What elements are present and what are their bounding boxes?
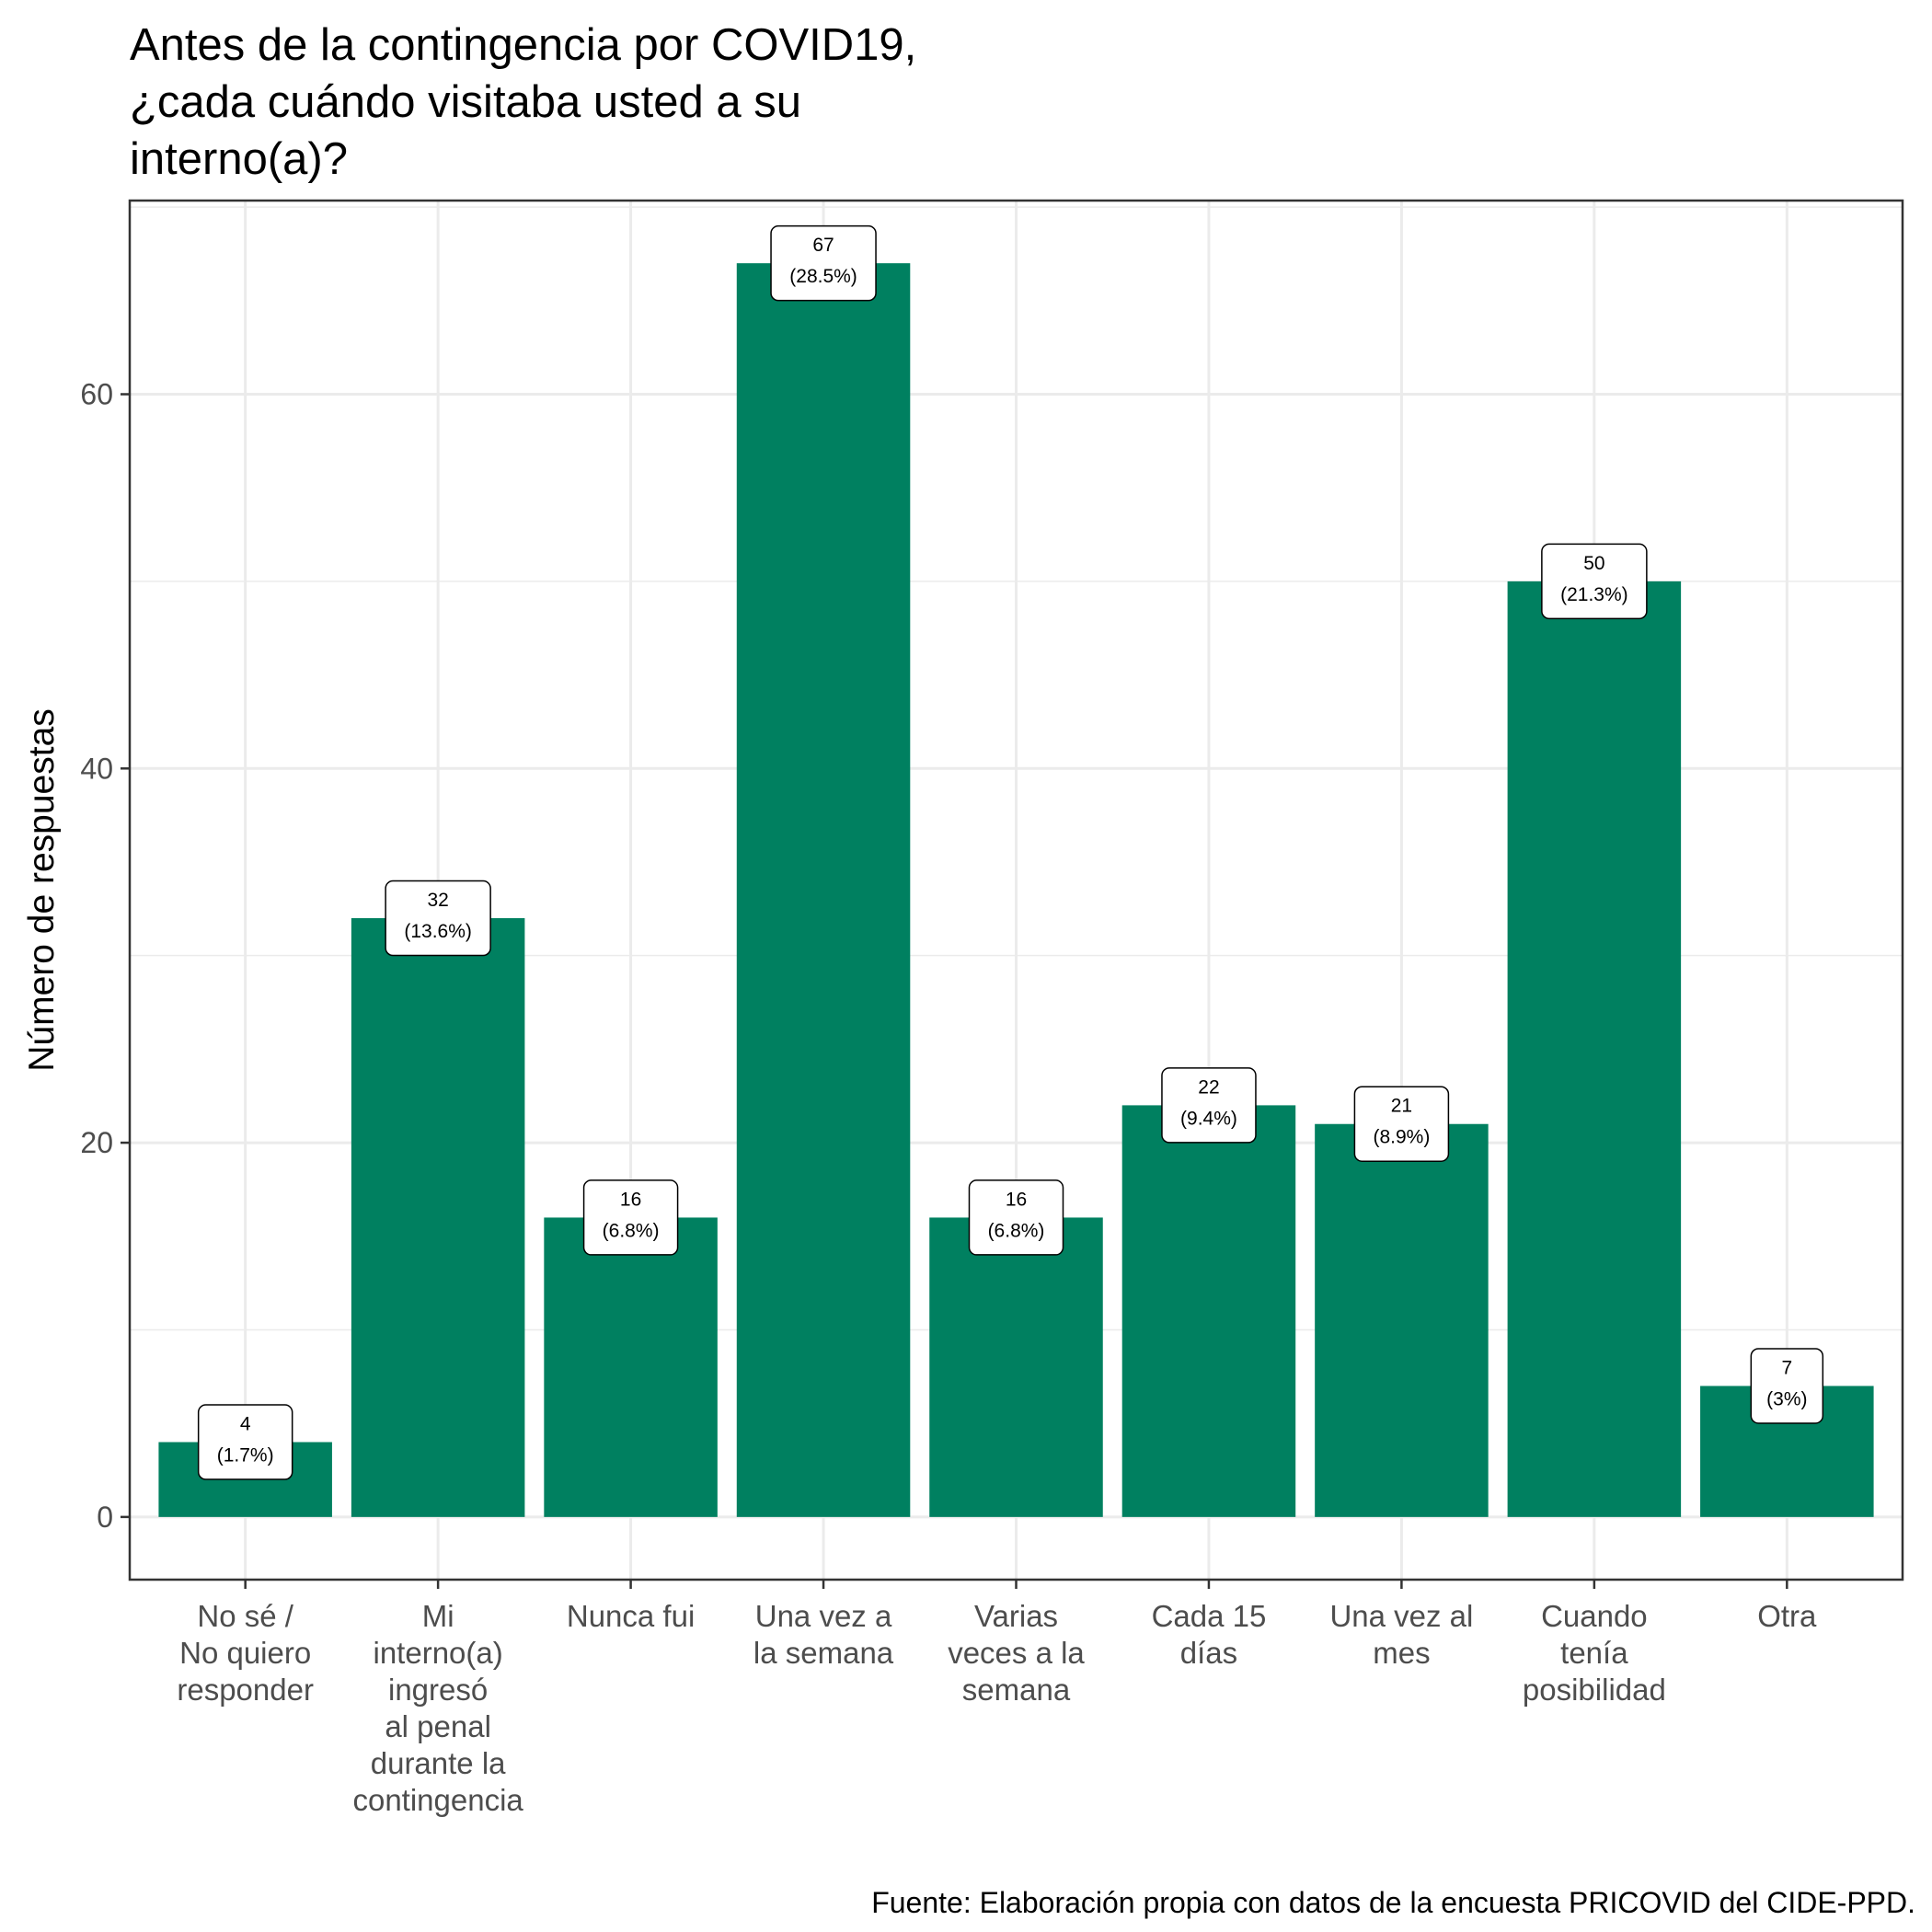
bar-label-text: 4 — [240, 1414, 251, 1435]
bar-label-text: 16 — [620, 1189, 641, 1210]
bar-label-text: (6.8%) — [988, 1220, 1045, 1241]
bar-label-text: 16 — [1006, 1189, 1027, 1210]
bar-label-text: (6.8%) — [603, 1220, 660, 1241]
title-line: ¿cada cuándo visitaba usted a su — [130, 77, 801, 127]
bar-label: 7 (3%) — [1750, 1348, 1824, 1424]
bar — [736, 263, 911, 1517]
chart-title: Antes de la contingencia por COVID19, ¿ca… — [130, 20, 916, 184]
x-tick-label: ingresó — [388, 1673, 488, 1707]
x-tick-label: Otra — [1757, 1599, 1817, 1633]
title-line: interno(a)? — [130, 134, 348, 184]
bar-label-box — [1541, 543, 1648, 620]
x-tick-label: Cada 15 — [1152, 1599, 1267, 1633]
bar-labels: 4 (1.7%) 32 (13.6%) 16 (6.8%) 67 (28.5%) 16 (6.8%… — [197, 224, 1824, 1480]
bar-label-box — [968, 1179, 1064, 1256]
bar-label: 4 (1.7%) — [197, 1404, 293, 1480]
bar — [1507, 581, 1682, 1517]
title-line: Antes de la contingencia por COVID19, — [130, 20, 916, 70]
bar — [929, 1217, 1103, 1517]
bar-label-box — [1353, 1086, 1450, 1162]
bars — [158, 263, 1874, 1517]
x-tick-label: mes — [1373, 1636, 1430, 1670]
bar-label-text: (3%) — [1766, 1388, 1807, 1409]
bar-label: 50 (21.3%) — [1541, 543, 1648, 620]
bar-label-text: (1.7%) — [217, 1445, 274, 1466]
x-tick-label: interno(a) — [374, 1636, 503, 1670]
x-tick-label: Nunca fui — [567, 1599, 695, 1633]
bar — [544, 1217, 718, 1517]
bar — [1315, 1123, 1489, 1517]
bar — [1121, 1105, 1296, 1517]
bar-label: 32 (13.6%) — [385, 880, 491, 957]
y-axis: 0 20 40 60 — [80, 378, 130, 1534]
chart-caption: Fuente: Elaboración propia con datos de … — [871, 1886, 1915, 1919]
x-tick-label: durante la — [371, 1746, 506, 1780]
x-tick-label: responder — [177, 1673, 314, 1707]
bar-label-box — [1750, 1348, 1824, 1424]
x-tick-label: la semana — [753, 1636, 894, 1670]
x-tick-label: contingencia — [352, 1783, 523, 1817]
bar-label-box — [1161, 1067, 1257, 1144]
bar-label-text: (28.5%) — [789, 266, 857, 287]
x-tick-label: al penal — [385, 1709, 491, 1743]
x-tick-label: veces a la — [948, 1636, 1085, 1670]
y-tick-label: 0 — [97, 1501, 113, 1534]
bar-label-text: 21 — [1391, 1096, 1412, 1117]
bar-label: 21 (8.9%) — [1353, 1086, 1450, 1162]
bar-label: 67 (28.5%) — [770, 224, 877, 302]
y-tick-label: 20 — [80, 1126, 113, 1159]
bar-label-text: 67 — [812, 235, 834, 256]
bar-label-box — [197, 1404, 293, 1480]
x-tick-label: Una vez al — [1329, 1599, 1473, 1633]
bar-label-box — [385, 880, 491, 957]
x-tick-label: No quiero — [179, 1636, 311, 1670]
x-tick-label: posibilidad — [1523, 1673, 1666, 1707]
bar — [351, 918, 525, 1517]
bar-label-text: (21.3%) — [1560, 584, 1628, 605]
bar-label-text: 32 — [427, 890, 448, 911]
bar-label: 16 (6.8%) — [968, 1179, 1064, 1256]
bar-label-text: 22 — [1198, 1076, 1219, 1098]
bar-label-text: (8.9%) — [1373, 1127, 1430, 1148]
y-axis-label: Número de respuestas — [22, 708, 62, 1072]
x-tick-label: días — [1180, 1636, 1237, 1670]
x-tick-label: Una vez a — [755, 1599, 892, 1633]
x-tick-label: No sé / — [197, 1599, 293, 1633]
bar-label-box — [582, 1179, 679, 1256]
x-tick-label: Cuando — [1541, 1599, 1648, 1633]
bar-label: 22 (9.4%) — [1161, 1067, 1257, 1144]
bar-label-text: 50 — [1583, 553, 1604, 574]
y-tick-label: 60 — [80, 378, 113, 411]
bar-label-text: 7 — [1781, 1357, 1792, 1378]
x-tick-label: tenía — [1560, 1636, 1628, 1670]
x-tick-label: semana — [962, 1673, 1071, 1707]
x-tick-label: Mi — [422, 1599, 454, 1633]
x-tick-label: Varias — [974, 1599, 1058, 1633]
bar-label-text: (13.6%) — [404, 921, 472, 942]
y-tick-label: 40 — [80, 752, 113, 785]
bar-label-text: (9.4%) — [1180, 1108, 1237, 1129]
bar-label-box — [770, 224, 877, 302]
bar-label: 16 (6.8%) — [582, 1179, 679, 1256]
